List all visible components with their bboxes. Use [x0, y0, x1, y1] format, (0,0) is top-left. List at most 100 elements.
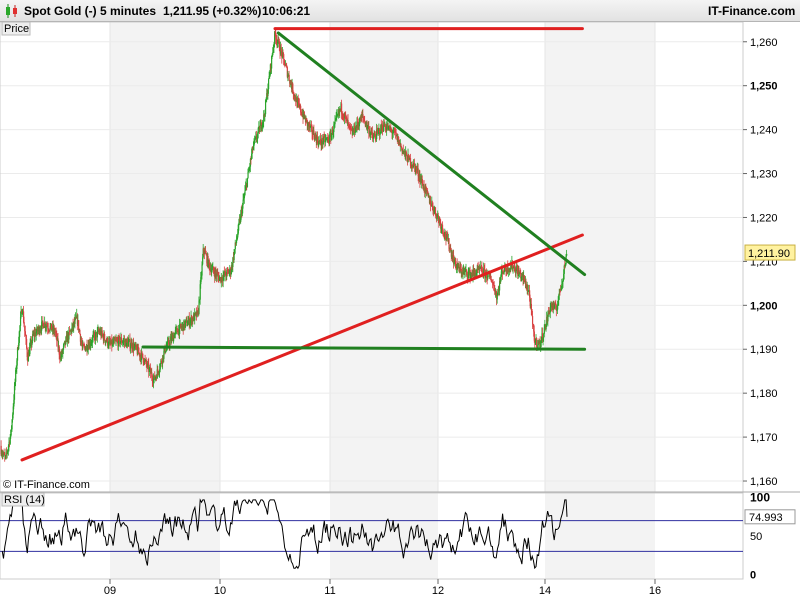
candle [122, 337, 125, 346]
candle [61, 349, 63, 362]
candle [365, 121, 367, 127]
candle [110, 339, 112, 345]
candle [225, 268, 227, 276]
candle [57, 332, 59, 352]
candle [118, 333, 120, 341]
candle [540, 336, 543, 347]
candle [231, 262, 233, 271]
candle [94, 330, 96, 344]
candle [531, 308, 533, 317]
candle [96, 331, 98, 341]
candle [107, 341, 109, 350]
candle [141, 350, 143, 358]
candle [140, 348, 143, 365]
candle [374, 131, 377, 143]
candle [495, 288, 497, 296]
candle [310, 119, 312, 128]
candle [277, 33, 279, 48]
candle [124, 338, 126, 347]
candle [316, 131, 318, 146]
candle [272, 47, 274, 57]
candle [226, 266, 229, 277]
candle [53, 325, 56, 336]
candle [406, 153, 408, 162]
candle [33, 330, 35, 336]
candle [249, 157, 252, 173]
candle [55, 327, 57, 338]
candle [82, 343, 85, 347]
candle [234, 249, 236, 256]
candle [457, 262, 459, 274]
candle [376, 124, 378, 134]
candle [10, 425, 13, 436]
candle [471, 269, 473, 280]
candle [446, 230, 448, 239]
candle [238, 214, 241, 226]
candle [507, 260, 509, 275]
candle [224, 270, 226, 282]
candle [131, 338, 133, 354]
candle [225, 272, 227, 282]
candle [440, 226, 442, 234]
candle [458, 261, 460, 272]
candle [42, 322, 45, 329]
candle [355, 121, 357, 133]
candle [439, 217, 441, 226]
candle [206, 252, 209, 268]
candle [143, 357, 146, 365]
candle [44, 316, 46, 328]
candle [99, 326, 102, 336]
candle [345, 111, 347, 124]
candle [46, 323, 48, 327]
candle [99, 328, 101, 336]
price-panel-label-box [1, 22, 31, 36]
candle [229, 264, 231, 278]
time-label: 10:06:21 [262, 4, 311, 18]
candle [13, 382, 16, 404]
candle [425, 183, 427, 194]
candle [549, 302, 551, 319]
candle [337, 108, 339, 117]
candle [552, 300, 555, 314]
candle [111, 338, 114, 348]
price-tick-label: 1,160 [750, 476, 778, 488]
candle [201, 261, 203, 280]
candle [103, 330, 105, 343]
candle [557, 301, 559, 314]
candle [342, 111, 344, 121]
candle [59, 351, 62, 362]
candle [194, 312, 197, 317]
price-tick-label: 1,250 [750, 81, 778, 93]
candle [542, 337, 544, 346]
candle [40, 324, 42, 336]
candle [417, 163, 419, 182]
candle [93, 331, 95, 341]
candle [26, 346, 28, 361]
candle [544, 319, 546, 329]
candle [341, 99, 343, 119]
candle [101, 326, 103, 339]
source-label: IT-Finance.com [708, 4, 796, 18]
candle [89, 337, 91, 351]
candle [23, 316, 25, 328]
candle [256, 134, 258, 143]
candle [432, 202, 434, 215]
candle [377, 127, 380, 136]
candle [553, 300, 555, 311]
candle [29, 342, 31, 357]
candle [106, 336, 108, 344]
candle [229, 266, 232, 280]
candle [562, 278, 564, 288]
candle [136, 344, 138, 350]
price-tick-label: 1,220 [750, 212, 778, 224]
candle [381, 120, 384, 136]
candle [152, 375, 154, 387]
candle [490, 272, 492, 281]
price-tick-label: 1,170 [750, 432, 778, 444]
candle [230, 268, 232, 277]
candle [20, 306, 22, 319]
candle [108, 336, 110, 349]
candle [236, 236, 238, 241]
candle [162, 355, 164, 370]
candle [493, 281, 495, 292]
